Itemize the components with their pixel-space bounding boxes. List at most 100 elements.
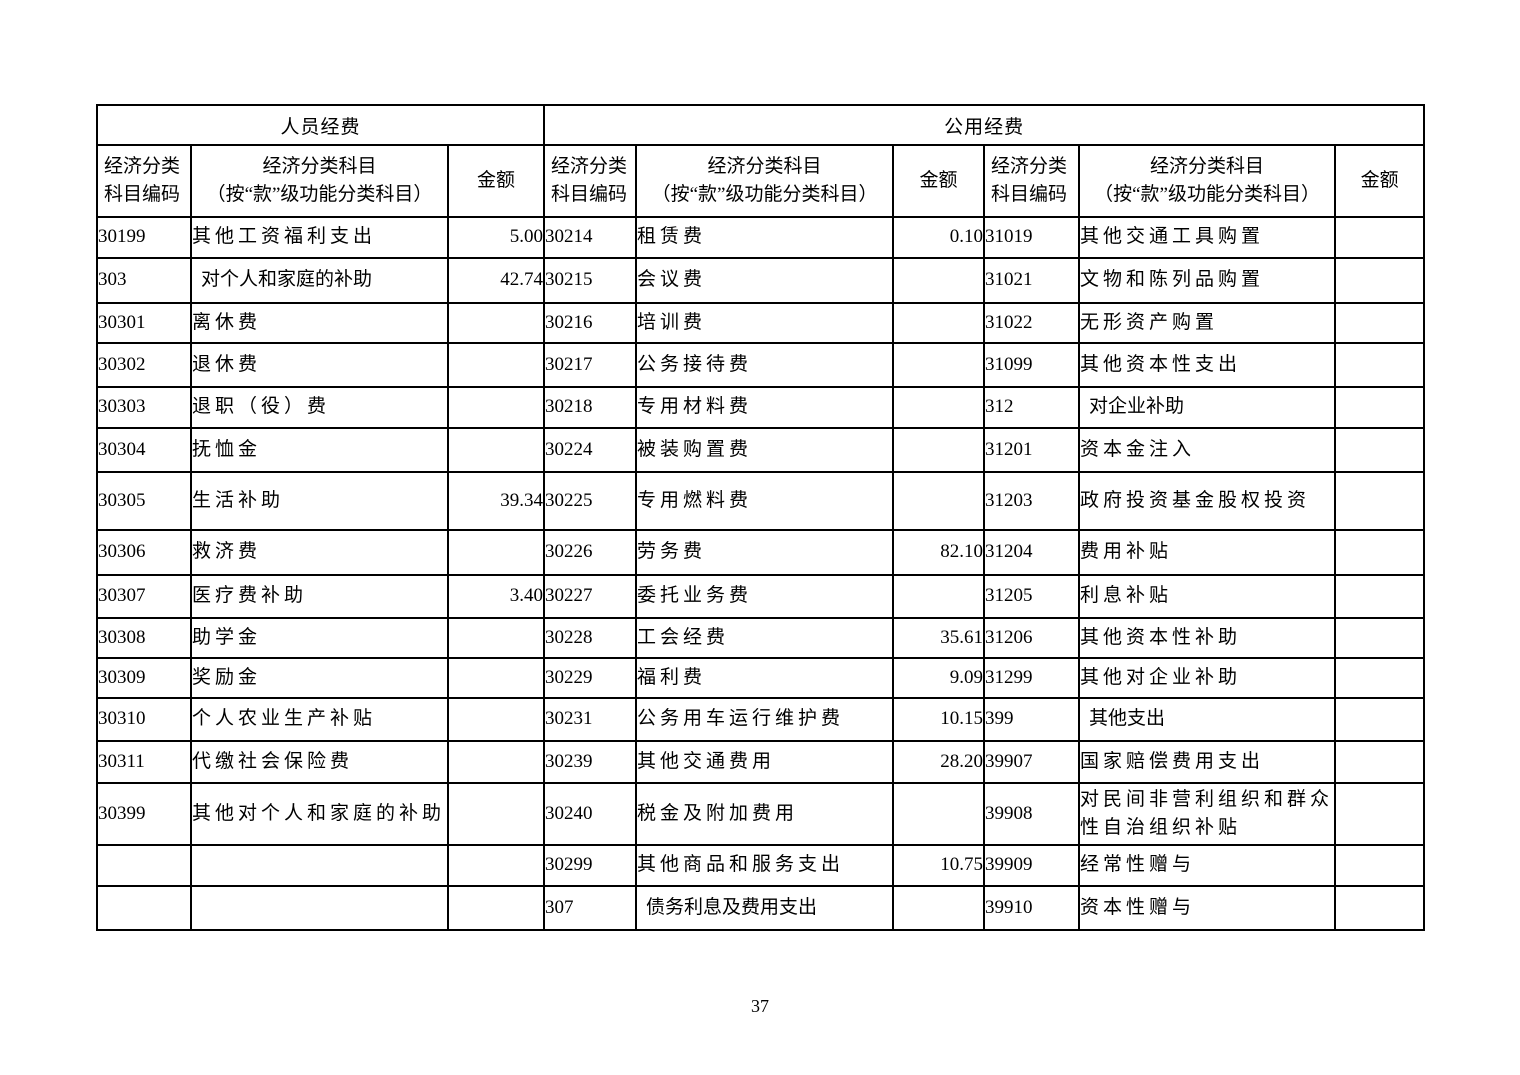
amount-cell	[1334, 782, 1426, 846]
amount-cell: 39.34	[446, 471, 546, 531]
subject-cell: 其他资本性补助	[1078, 617, 1337, 659]
code-cell: 31201	[983, 427, 1081, 473]
subject-cell: 税金及附加费用	[635, 782, 895, 846]
subject-cell: 劳务费	[635, 529, 895, 576]
subject-header-line2: （按“款”级功能分类科目）	[1094, 184, 1320, 205]
amount-cell: 28.20	[892, 740, 986, 784]
amount-cell: 9.09	[892, 657, 986, 699]
code-cell: 31203	[983, 471, 1081, 531]
budget-table-body: 30199 其他工资福利支出 5.00 30214 租赁费 0.10 31019 其他交通工具…	[96, 216, 1426, 931]
code-cell: 30399	[96, 782, 192, 846]
subject-cell: 租赁费	[635, 216, 895, 259]
table-row: 30199 其他工资福利支出 5.00 30214 租赁费 0.10 31019 其他交通工具…	[96, 216, 1426, 259]
subject-cell: 其他工资福利支出	[190, 216, 449, 259]
amount-cell	[1334, 529, 1426, 576]
subject-cell: 其他对企业补助	[1078, 657, 1337, 699]
subject-cell: 退休费	[190, 342, 449, 388]
code-cell: 30310	[96, 697, 192, 742]
subject-cell: 其他支出	[1078, 697, 1337, 742]
subject-cell: 个人农业生产补贴	[190, 697, 449, 742]
subject-cell: 助学金	[190, 617, 449, 659]
subject-cell: 其他商品和服务支出	[635, 844, 895, 887]
code-cell: 39909	[983, 844, 1081, 887]
amount-cell	[1334, 427, 1426, 473]
subject-cell: 专用材料费	[635, 386, 895, 429]
column-header-code: 经济分类 科目编码	[983, 144, 1081, 218]
code-cell: 31021	[983, 257, 1081, 304]
table-row: 30305 生活补助 39.34 30225 专用燃料费 31203 政府投资基金股权投资	[96, 471, 1426, 531]
code-cell: 30303	[96, 386, 192, 429]
page-number: 37	[751, 996, 769, 1016]
code-cell: 30225	[543, 471, 638, 531]
code-cell: 31019	[983, 216, 1081, 259]
code-cell: 31299	[983, 657, 1081, 699]
amount-cell	[892, 885, 986, 931]
table-row: 30311 代缴社会保险费 30239 其他交通费用 28.20 39907 国家赔偿费用支…	[96, 740, 1426, 784]
group-header-personnel: 人员经费	[95, 104, 546, 146]
subject-cell: 会议费	[635, 257, 895, 304]
amount-cell: 0.10	[892, 216, 986, 259]
table-row: 303 对个人和家庭的补助 42.74 30215 会议费 31021 文物和陈列品购置	[96, 257, 1426, 304]
code-cell: 30311	[96, 740, 192, 784]
code-cell: 30228	[543, 617, 638, 659]
code-cell: 30299	[543, 844, 638, 887]
code-cell: 399	[983, 697, 1081, 742]
code-cell: 30217	[543, 342, 638, 388]
subject-cell: 经常性赠与	[1078, 844, 1337, 887]
code-cell: 30302	[96, 342, 192, 388]
subject-cell: 其他资本性支出	[1078, 342, 1337, 388]
subject-cell: 公务用车运行维护费	[635, 697, 895, 742]
table-row: 30302 退休费 30217 公务接待费 31099 其他资本性支出	[96, 342, 1426, 388]
subject-cell: 福利费	[635, 657, 895, 699]
subject-header-line2: （按“款”级功能分类科目）	[651, 184, 878, 205]
table-row: 30308 助学金 30228 工会经费 35.61 31206 其他资本性补助	[96, 617, 1426, 659]
subject-cell: 文物和陈列品购置	[1078, 257, 1337, 304]
amount-cell	[1334, 342, 1426, 388]
code-header-line2: 科目编码	[991, 184, 1068, 205]
subject-cell: 被装购置费	[635, 427, 895, 473]
subject-cell: 奖励金	[190, 657, 449, 699]
amount-cell	[1334, 885, 1426, 931]
code-cell: 31099	[983, 342, 1081, 388]
subject-cell: 国家赔偿费用支出	[1078, 740, 1337, 784]
code-cell: 30308	[96, 617, 192, 659]
code-cell: 39908	[983, 782, 1081, 846]
amount-cell	[446, 740, 546, 784]
code-cell: 31206	[983, 617, 1081, 659]
amount-cell	[892, 574, 986, 619]
code-cell: 30309	[96, 657, 192, 699]
code-header-line2: 科目编码	[104, 184, 181, 205]
amount-cell	[446, 844, 546, 887]
code-cell: 30307	[96, 574, 192, 619]
subject-cell: 政府投资基金股权投资	[1078, 471, 1337, 531]
subject-cell: 医疗费补助	[190, 574, 449, 619]
amount-cell	[892, 257, 986, 304]
amount-cell	[446, 697, 546, 742]
subject-cell: 培训费	[635, 302, 895, 344]
code-cell: 30214	[543, 216, 638, 259]
code-cell: 30240	[543, 782, 638, 846]
code-cell: 31205	[983, 574, 1081, 619]
table-row: 30303 退职（役）费 30218 专用材料费 312 对企业补助	[96, 386, 1426, 429]
amount-cell	[892, 782, 986, 846]
amount-cell	[1334, 657, 1426, 699]
subject-cell: 资本金注入	[1078, 427, 1337, 473]
amount-cell: 3.40	[446, 574, 546, 619]
code-cell: 30229	[543, 657, 638, 699]
subject-cell: 公务接待费	[635, 342, 895, 388]
subject-cell: 委托业务费	[635, 574, 895, 619]
subject-cell: 救济费	[190, 529, 449, 576]
subject-cell: 费用补贴	[1078, 529, 1337, 576]
budget-table: 人员经费 公用经费 经济分类 科目编码 经济分类科目 （按“款”级功能分类科目）…	[95, 104, 1426, 931]
subject-cell: 抚恤金	[190, 427, 449, 473]
amount-cell	[446, 529, 546, 576]
amount-cell	[1334, 471, 1426, 531]
amount-cell	[892, 427, 986, 473]
code-cell	[96, 844, 192, 887]
code-cell: 30301	[96, 302, 192, 344]
table-row: 30307 医疗费补助 3.40 30227 委托业务费 31205 利息补贴	[96, 574, 1426, 619]
table-row: 30299 其他商品和服务支出 10.75 39909 经常性赠与	[96, 844, 1426, 887]
amount-cell	[446, 342, 546, 388]
subject-cell: 无形资产购置	[1078, 302, 1337, 344]
